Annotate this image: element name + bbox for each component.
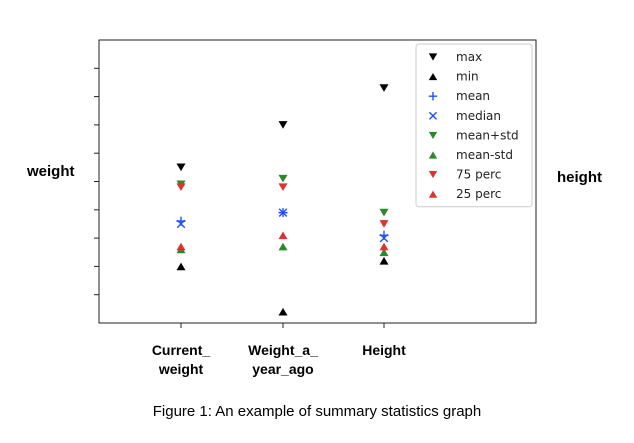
point-median-1 — [278, 208, 288, 217]
y-ticks — [94, 67, 99, 296]
point-mean-std-1 — [278, 242, 288, 251]
legend-marker-4 — [428, 131, 438, 139]
point-median-2 — [379, 233, 389, 243]
data-points — [176, 84, 389, 316]
legend-label-5: mean-std — [456, 148, 513, 162]
x-tick-label-0-1: weight — [158, 361, 204, 377]
point-max-0 — [176, 163, 186, 172]
point-min-2 — [379, 256, 389, 265]
legend-marker-1 — [428, 73, 438, 81]
point-max-2 — [379, 84, 389, 92]
point-min-0 — [176, 262, 186, 271]
point-max-1 — [278, 121, 288, 129]
point-mean-std-1 — [278, 174, 288, 183]
y-axis-label-weight: weight — [27, 163, 75, 180]
point-75-perc-2 — [379, 220, 389, 228]
legend-marker-7 — [428, 190, 438, 198]
legend-box — [415, 43, 533, 208]
legend: max min mean median mean+std mean-std 75 perc 2… — [415, 43, 533, 208]
legend-label-0: max — [456, 50, 482, 64]
legend-label-3: median — [456, 109, 501, 123]
x-tick-label-2-0: Height — [362, 342, 406, 358]
point-mean-std-2 — [379, 248, 389, 257]
y-axis-label-height: height — [557, 169, 602, 186]
legend-label-2: mean — [456, 89, 490, 103]
legend-label-7: 25 perc — [456, 187, 501, 201]
x-ticks: Current_weight Weight_a_ year_ago Height — [152, 323, 406, 377]
point-mean-std-2 — [379, 208, 389, 217]
point-25-perc-1 — [278, 231, 288, 240]
point-min-1 — [278, 307, 288, 316]
x-tick-label-1-1: year_ago — [252, 361, 313, 377]
legend-marker-3 — [428, 111, 438, 120]
legend-marker-0 — [428, 53, 438, 61]
legend-label-6: 75 perc — [456, 168, 501, 182]
point-75-perc-1 — [278, 183, 288, 191]
x-tick-label-1-0: Weight_a_ — [248, 342, 318, 358]
legend-marker-2 — [428, 92, 438, 101]
figure-caption: Figure 1: An example of summary statisti… — [152, 403, 482, 420]
point-25-perc-0 — [176, 242, 186, 251]
legend-label-1: min — [456, 70, 479, 84]
point-25-perc-2 — [379, 242, 389, 251]
legend-marker-5 — [428, 151, 438, 159]
x-tick-label-0-0: Current_ — [152, 342, 211, 358]
legend-marker-6 — [428, 171, 438, 179]
point-median-0 — [176, 219, 186, 229]
point-75-perc-0 — [176, 183, 186, 191]
legend-label-4: mean+std — [456, 128, 519, 142]
